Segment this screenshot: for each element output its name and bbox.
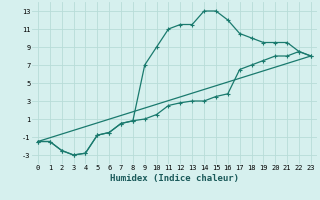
X-axis label: Humidex (Indice chaleur): Humidex (Indice chaleur) — [110, 174, 239, 183]
